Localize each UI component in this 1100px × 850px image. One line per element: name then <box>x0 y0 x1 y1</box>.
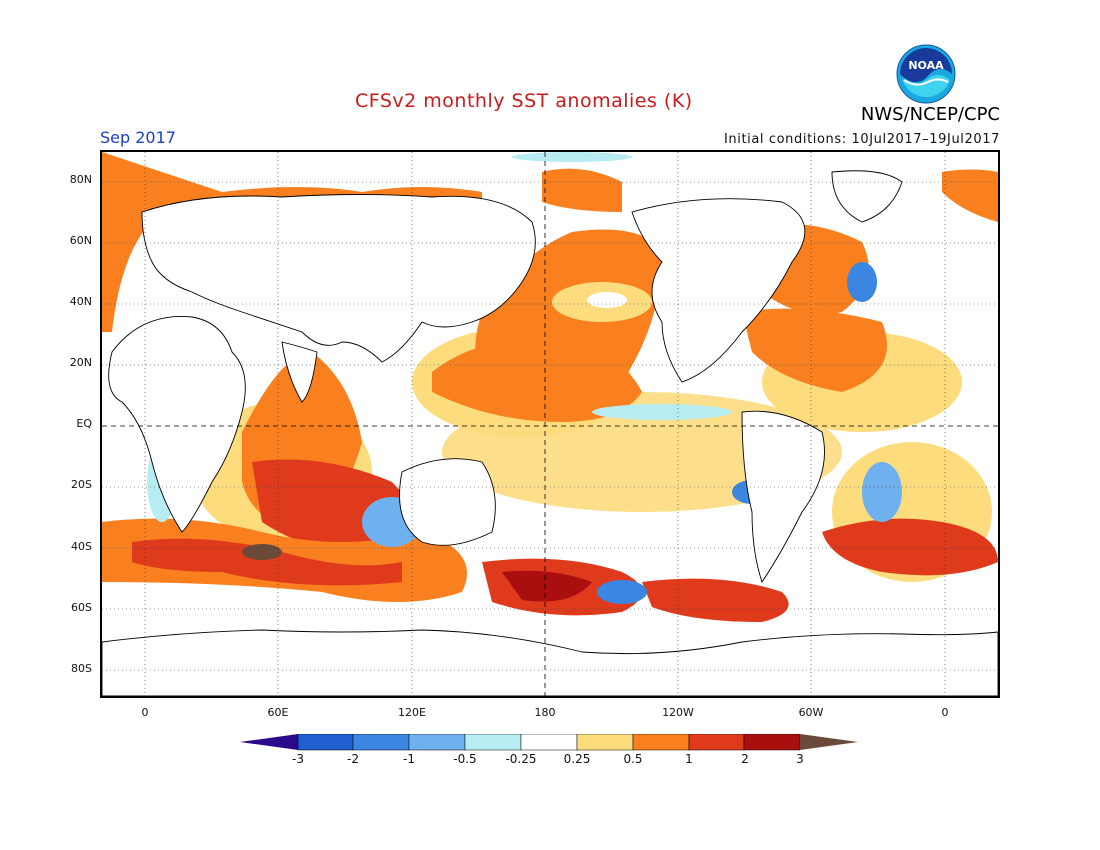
colorbar-swatch-8 <box>688 734 745 751</box>
lat-label-20s: 20S <box>71 478 92 491</box>
colorbar-label-025: 0.25 <box>563 752 591 766</box>
colorbar-swatch-0 <box>240 734 298 750</box>
colorbar-swatch-5 <box>520 734 578 751</box>
continents <box>102 170 998 696</box>
equator-dateline <box>102 152 998 696</box>
colorbar-label-neg025: -0.25 <box>505 752 537 766</box>
graticule <box>102 152 998 696</box>
colorbar-label-neg05: -0.5 <box>453 752 477 766</box>
lon-label-0-east: 0 <box>941 706 949 719</box>
lat-label-40s: 40S <box>71 540 92 553</box>
lat-label-40n: 40N <box>69 295 92 308</box>
colorbar-label-neg3: -3 <box>292 752 304 766</box>
noaa-logo-text: NOAA <box>908 59 944 72</box>
colorbar-label-neg1: -1 <box>403 752 415 766</box>
colorbar-swatch-4 <box>464 734 522 751</box>
lat-label-80s: 80S <box>71 662 92 675</box>
initial-conditions: Initial conditions: 10Jul2017–19Jul2017 <box>723 132 1000 147</box>
colorbar-swatch-6 <box>576 734 634 751</box>
colorbar-label-2: 2 <box>741 752 749 766</box>
forecast-month: Sep 2017 <box>100 128 176 147</box>
colorbar-label-neg2: -2 <box>347 752 359 766</box>
lat-label-60s: 60S <box>71 601 92 614</box>
colorbar-label-05: 0.5 <box>623 752 643 766</box>
colorbar-swatch-9 <box>743 734 801 751</box>
colorbar-swatch-1 <box>297 734 354 751</box>
lat-label-eq: EQ <box>76 417 92 430</box>
lat-label-20n: 20N <box>69 356 92 369</box>
agency-label: NWS/NCEP/CPC <box>860 104 1000 125</box>
map-title: CFSv2 monthly SST anomalies (K) <box>355 90 693 112</box>
lon-label-60w: 60W <box>798 706 824 719</box>
colorbar-label-1: 1 <box>685 752 693 766</box>
lat-label-60n: 60N <box>69 234 92 247</box>
map-canvas <box>102 152 998 696</box>
colorbar-swatch-2 <box>352 734 410 751</box>
sst-anomaly-map <box>100 150 1000 698</box>
lon-label-0-west: 0 <box>141 706 149 719</box>
noaa-logo: NOAA <box>896 44 956 104</box>
colorbar-swatch-7 <box>632 734 690 751</box>
colorbar-swatch-3 <box>408 734 466 751</box>
lon-label-60e: 60E <box>267 706 289 719</box>
colorbar-swatch-10 <box>800 734 858 750</box>
colorbar <box>240 734 858 751</box>
lat-label-80n: 80N <box>69 173 92 186</box>
lon-label-180: 180 <box>534 706 556 719</box>
lon-label-120e: 120E <box>398 706 426 719</box>
lon-label-120w: 120W <box>662 706 694 719</box>
colorbar-label-3: 3 <box>796 752 804 766</box>
